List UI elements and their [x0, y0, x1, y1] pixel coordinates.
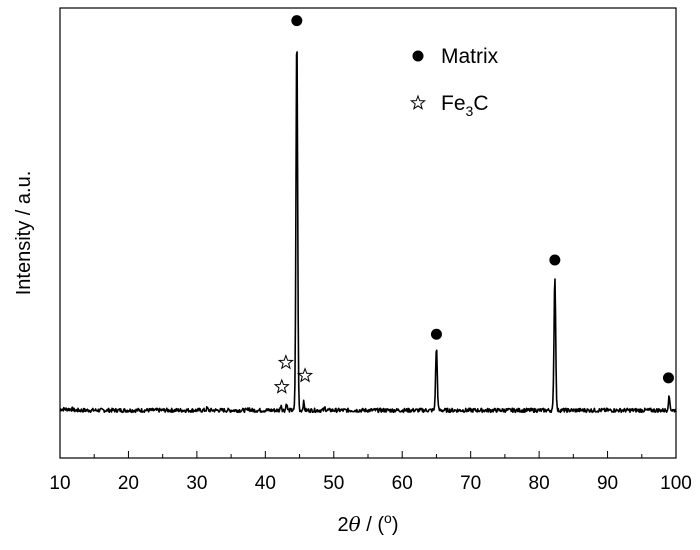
- spectrum-line: [59, 51, 677, 414]
- x-tick-label-60: 60: [392, 473, 413, 494]
- x-axis-title-part-1: 2: [338, 514, 349, 536]
- fe3c-marker-0: [277, 354, 294, 370]
- x-axis-title-degree: o: [384, 510, 392, 526]
- peak-markers: [273, 15, 674, 394]
- x-tick-label-80: 80: [529, 473, 550, 494]
- matrix-marker-3: [662, 372, 674, 384]
- x-tick-label-100: 100: [660, 473, 692, 494]
- x-tick-label-50: 50: [323, 473, 344, 494]
- y-axis-title: Intensity / a.u.: [13, 171, 35, 296]
- matrix-marker-1: [430, 328, 442, 340]
- x-axis-title-part-3: / (: [361, 514, 385, 536]
- x-axis-title-close: ): [392, 514, 399, 536]
- x-tick-label-90: 90: [597, 473, 618, 494]
- x-axis-tick-labels: 10 20 30 40 50 60 70 80 90 100: [49, 473, 691, 494]
- legend: Matrix Fe3C: [409, 45, 499, 119]
- x-axis-title-theta: θ: [349, 512, 361, 536]
- x-tick-label-10: 10: [49, 473, 70, 494]
- legend-fe3c-tail: C: [473, 92, 488, 115]
- legend-fe3c-sub: 3: [466, 103, 474, 119]
- matrix-marker-2: [549, 254, 561, 266]
- legend-matrix-symbol: [412, 50, 424, 62]
- x-axis-ticks: [59, 451, 677, 458]
- x-axis-title: 2θ / (o): [338, 510, 399, 536]
- fe3c-marker-2: [296, 367, 314, 383]
- x-tick-label-40: 40: [255, 473, 276, 494]
- x-tick-label-70: 70: [460, 473, 481, 494]
- x-tick-label-20: 20: [118, 473, 139, 494]
- legend-fe3c-label: Fe3C: [441, 92, 488, 119]
- matrix-marker-0: [291, 15, 303, 27]
- legend-fe3c-symbol: [409, 94, 427, 110]
- legend-matrix-label: Matrix: [441, 45, 499, 68]
- legend-fe3c-main: Fe: [441, 92, 466, 115]
- x-tick-label-30: 30: [186, 473, 207, 494]
- fe3c-marker-1: [273, 378, 290, 394]
- plot-frame: [59, 7, 677, 459]
